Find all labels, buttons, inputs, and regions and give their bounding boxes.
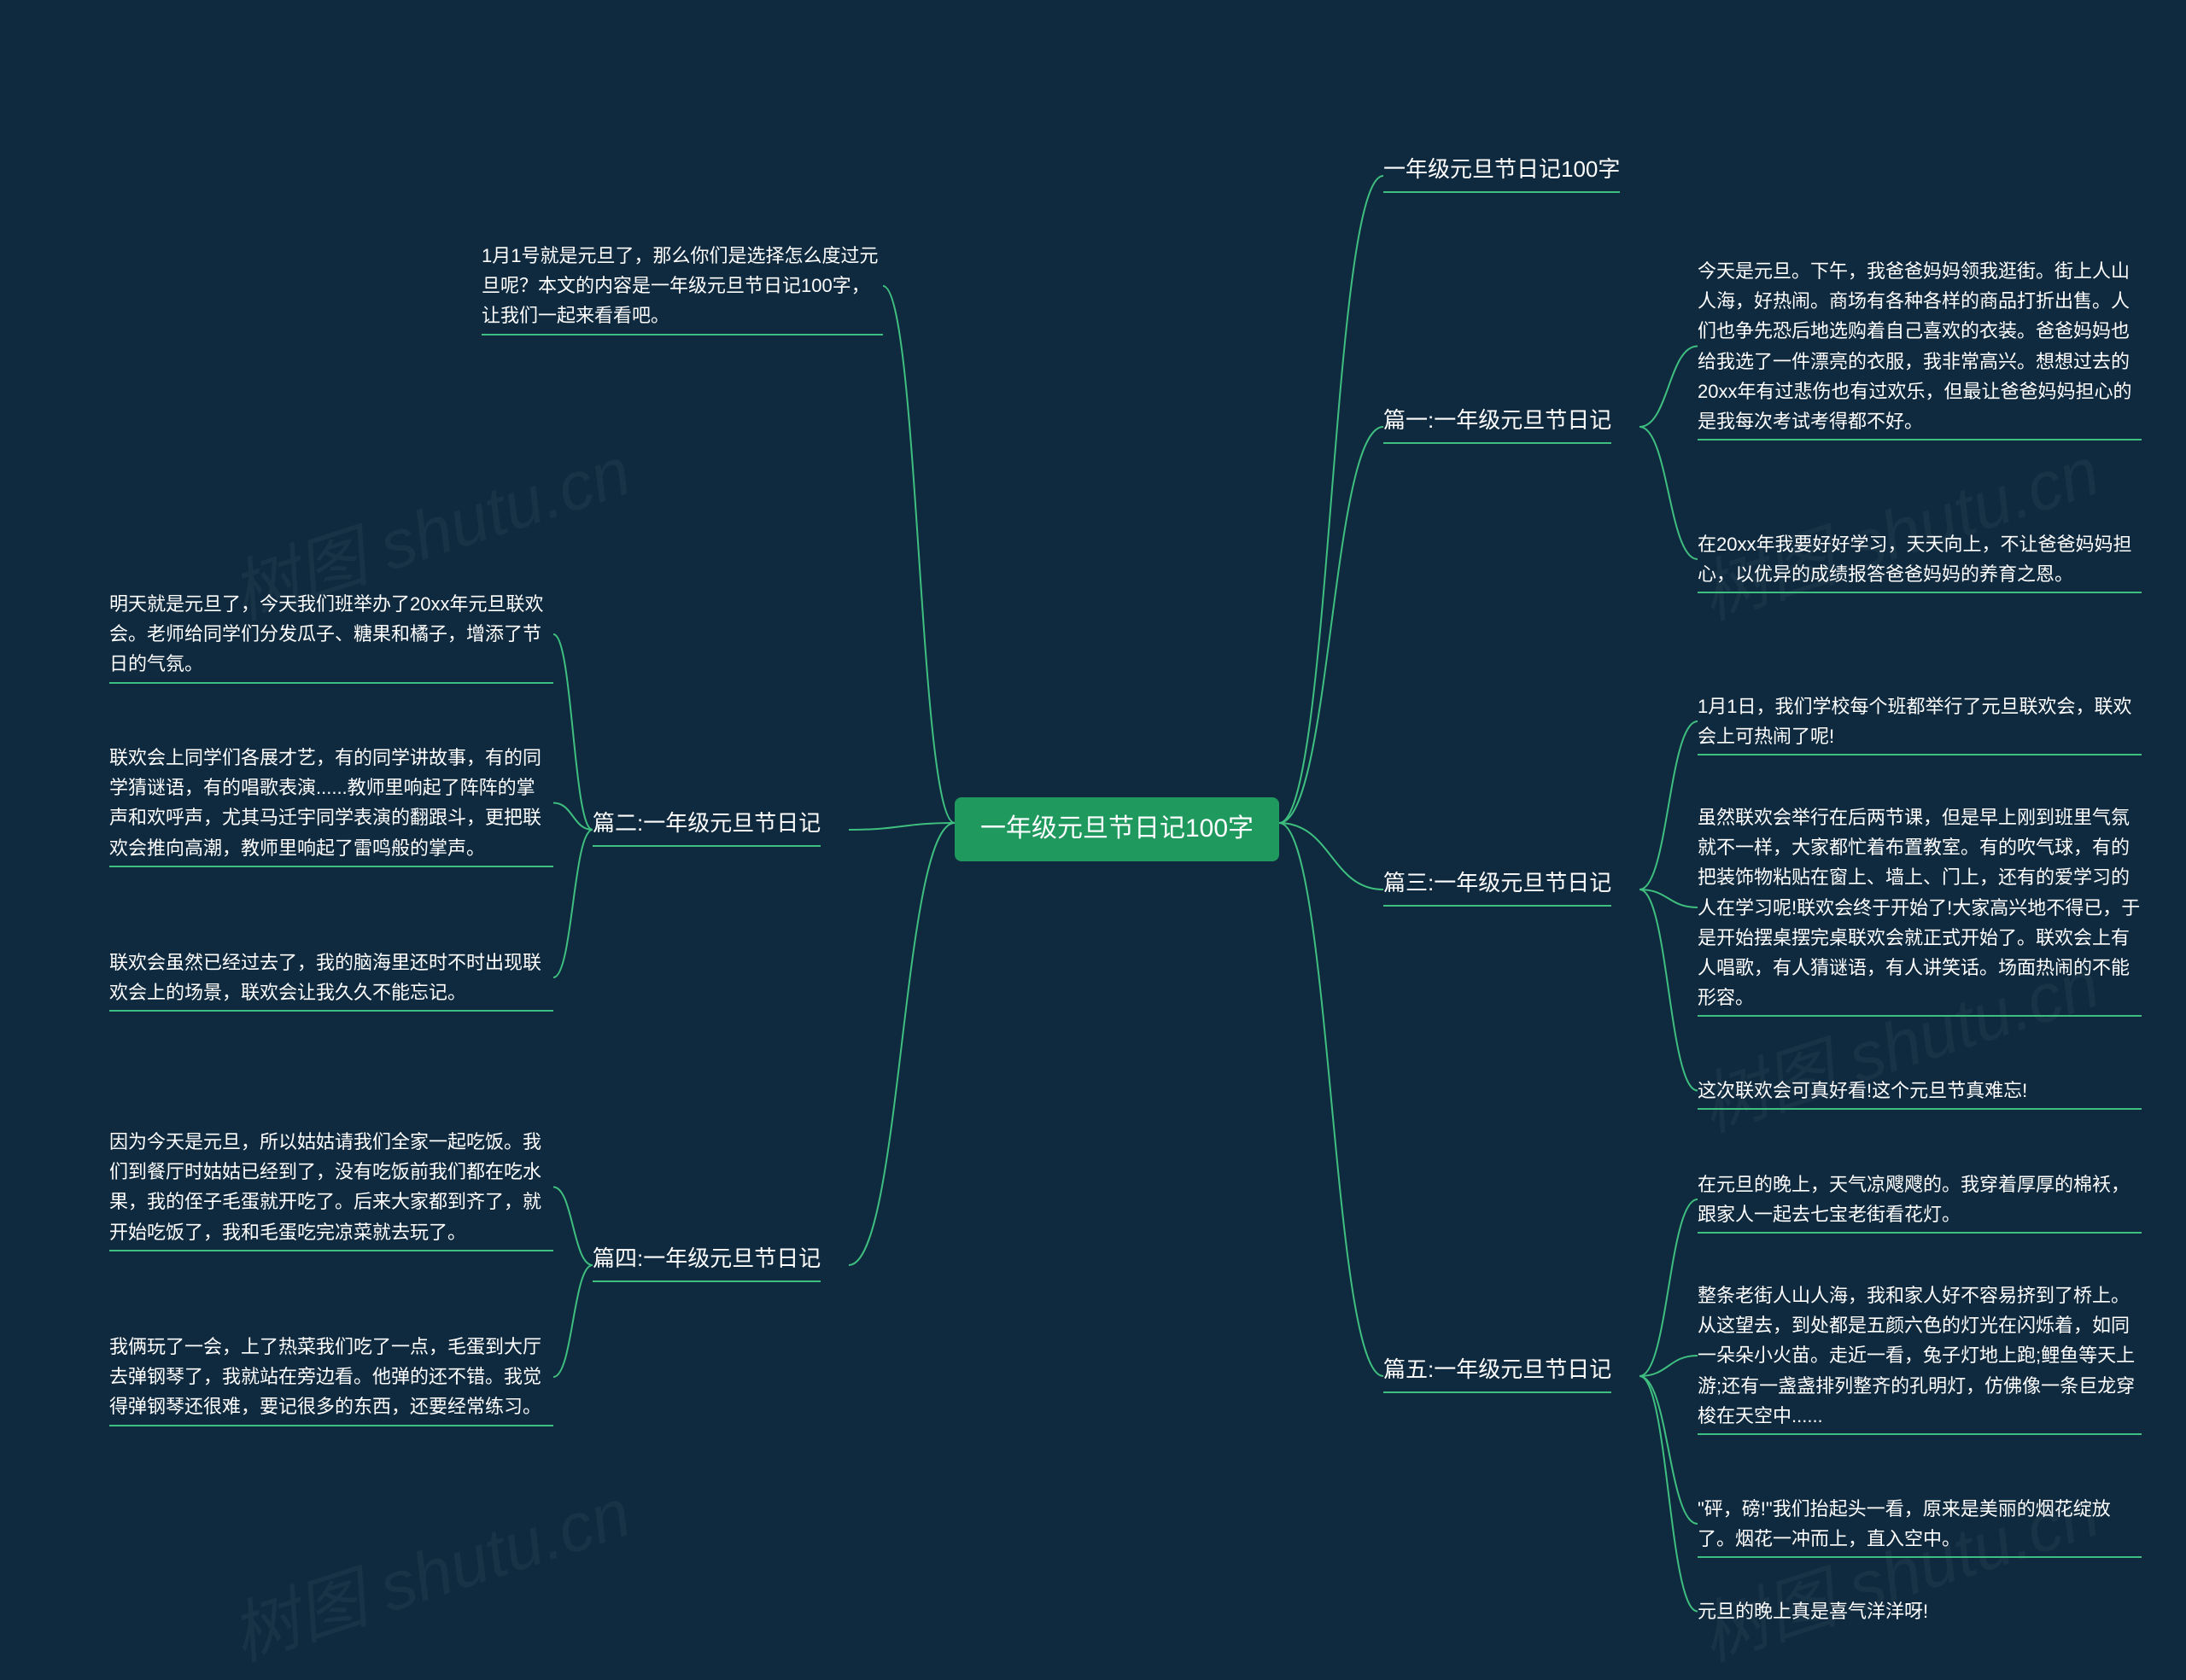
leaf-node[interactable]: 联欢会上同学们各展才艺，有的同学讲故事，有的同学猜谜语，有的唱歌表演......… [109, 743, 553, 863]
root-node[interactable]: 一年级元旦节日记100字 [955, 797, 1279, 861]
leaf-node[interactable]: 1月1日，我们学校每个班都举行了元旦联欢会，联欢会上可热闹了呢! [1698, 691, 2142, 751]
branch-node[interactable]: 篇二:一年级元旦节日记 [593, 802, 821, 850]
branch-node[interactable]: 篇三:一年级元旦节日记 [1383, 862, 1611, 910]
leaf-node[interactable]: 这次联欢会可真好看!这个元旦节真难忘! [1698, 1076, 2142, 1105]
leaf-node[interactable]: 联欢会虽然已经过去了，我的脑海里还时不时出现联欢会上的场景，联欢会让我久久不能忘… [109, 948, 553, 1007]
leaf-node[interactable]: 虽然联欢会举行在后两节课，但是早上刚到班里气氛就不一样，大家都忙着布置教室。有的… [1698, 802, 2142, 1012]
leaf-node[interactable]: 整条老街人山人海，我和家人好不容易挤到了桥上。从这望去，到处都是五颜六色的灯光在… [1698, 1280, 2142, 1431]
branch-node[interactable]: 篇一:一年级元旦节日记 [1383, 400, 1611, 447]
branch-node[interactable]: 篇四:一年级元旦节日记 [593, 1238, 821, 1286]
watermark: 树图 shutu.cn [217, 1458, 641, 1680]
watermark: 树图 shutu.cn [1686, 417, 2110, 639]
branch-node[interactable]: 篇五:一年级元旦节日记 [1383, 1349, 1611, 1397]
mindmap-canvas: 树图 shutu.cn 树图 shutu.cn 树图 shutu.cn 树图 s… [0, 0, 2186, 1627]
leaf-node[interactable]: 在元旦的晚上，天气凉飕飕的。我穿着厚厚的棉袄，跟家人一起去七宝老街看花灯。 [1698, 1170, 2142, 1229]
leaf-node[interactable]: 在20xx年我要好好学习，天天向上，不让爸爸妈妈担心，以优异的成绩报答爸爸妈妈的… [1698, 529, 2142, 589]
leaf-node[interactable]: 明天就是元旦了，今天我们班举办了20xx年元旦联欢会。老师给同学们分发瓜子、糖果… [109, 589, 553, 680]
branch-node[interactable]: 1月1号就是元旦了，那么你们是选择怎么度过元旦呢？本文的内容是一年级元旦节日记1… [482, 241, 883, 331]
watermark: 树图 shutu.cn [1686, 1458, 2110, 1680]
leaf-node[interactable]: 元旦的晚上真是喜气洋洋呀! [1698, 1596, 2142, 1626]
leaf-node[interactable]: "砰，磅!"我们抬起头一看，原来是美丽的烟花绽放了。烟花一冲而上，直入空中。 [1698, 1494, 2142, 1554]
leaf-node[interactable]: 因为今天是元旦，所以姑姑请我们全家一起吃饭。我们到餐厅时姑姑已经到了，没有吃饭前… [109, 1127, 553, 1247]
branch-node[interactable]: 一年级元旦节日记100字 [1383, 149, 1620, 196]
leaf-node[interactable]: 今天是元旦。下午，我爸爸妈妈领我逛街。街上人山人海，好热闹。商场有各种各样的商品… [1698, 256, 2142, 436]
leaf-node[interactable]: 我俩玩了一会，上了热菜我们吃了一点，毛蛋到大厅去弹钢琴了，我就站在旁边看。他弹的… [109, 1332, 553, 1422]
